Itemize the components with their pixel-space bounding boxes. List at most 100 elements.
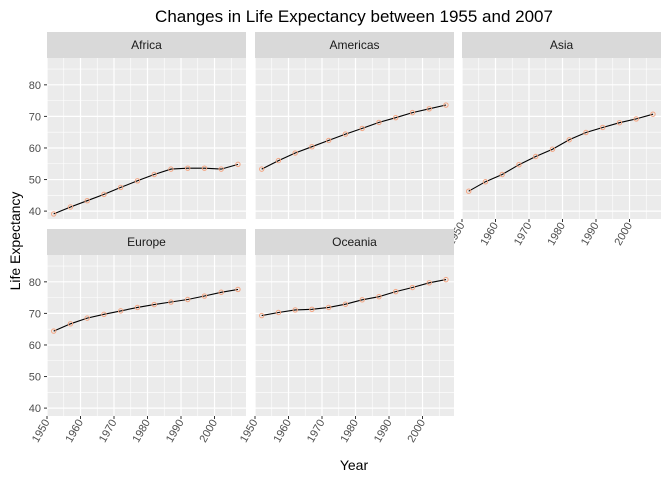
data-point <box>650 111 656 117</box>
data-point <box>499 171 505 178</box>
data-point <box>275 157 282 164</box>
panel-background <box>47 58 246 219</box>
y-tick-label: 40 <box>29 403 41 415</box>
data-point <box>516 162 522 168</box>
data-point <box>533 153 539 160</box>
data-point <box>342 301 349 307</box>
data-point <box>633 116 639 122</box>
y-tick-label: 40 <box>29 206 41 218</box>
data-point <box>118 308 124 314</box>
x-tick-label: 1960 <box>271 418 294 445</box>
y-axis-title: Life Expectancy <box>7 192 23 291</box>
data-point <box>426 106 432 112</box>
x-tick-label: 1980 <box>130 418 153 445</box>
data-point <box>583 129 589 136</box>
data-point <box>426 280 432 286</box>
strip-label: Europe <box>127 235 166 249</box>
data-point <box>292 307 298 313</box>
facet-panels: Africa 40 50 60 70 80 Americas Asia 1950 1960 1970… <box>29 32 661 445</box>
panel-background <box>47 255 246 416</box>
data-point <box>134 304 141 311</box>
data-point <box>168 299 174 305</box>
series-line <box>468 113 654 192</box>
strip-background <box>47 32 246 58</box>
series-line <box>261 104 447 170</box>
x-tick-label: 1960 <box>478 221 501 248</box>
data-point <box>84 315 90 321</box>
x-tick-label: 2000 <box>612 221 635 248</box>
facet-panel-europe: Europe 40 50 60 70 80 1950 1960 1970 1980 1990 2000 <box>29 229 246 445</box>
data-point <box>67 321 74 327</box>
data-point <box>218 166 224 172</box>
y-tick-label: 70 <box>29 308 41 320</box>
data-point <box>309 144 315 150</box>
data-point <box>443 276 449 283</box>
y-tick-label: 70 <box>29 111 41 123</box>
strip-background <box>462 32 661 58</box>
strip-background <box>47 229 246 255</box>
data-point <box>101 311 107 318</box>
series-line <box>53 163 239 215</box>
strip-label: Americas <box>329 38 379 52</box>
y-tick-label: 50 <box>29 175 41 187</box>
data-point <box>259 166 265 172</box>
series-line <box>261 279 447 317</box>
data-point <box>151 171 157 178</box>
data-point <box>326 137 332 144</box>
panel-background <box>462 58 661 219</box>
data-point <box>235 286 241 293</box>
data-point <box>51 211 57 217</box>
strip-background <box>255 229 454 255</box>
data-point <box>443 102 449 108</box>
data-point <box>309 306 315 312</box>
data-point <box>259 312 265 319</box>
x-tick-label: 1970 <box>97 418 120 445</box>
data-point <box>482 179 489 185</box>
data-point <box>201 165 208 171</box>
data-point <box>393 114 399 121</box>
data-point <box>235 161 241 168</box>
strip-label: Oceania <box>332 235 377 249</box>
data-point <box>549 146 556 152</box>
data-point <box>376 293 382 300</box>
strip-label: Africa <box>131 38 162 52</box>
x-tick-label: 1970 <box>512 221 535 248</box>
facet-panel-oceania: Oceania 1950 1960 1970 1980 1990 2000 <box>238 229 454 445</box>
y-tick-label: 80 <box>29 277 41 289</box>
strip-label: Asia <box>550 38 574 52</box>
data-point <box>168 166 174 172</box>
strip-background <box>255 32 454 58</box>
data-point <box>616 120 623 126</box>
data-point <box>67 204 74 210</box>
x-tick-label: 1950 <box>30 418 53 445</box>
data-point <box>134 178 141 184</box>
data-point <box>409 284 416 291</box>
data-point <box>393 288 399 295</box>
data-point <box>292 150 298 156</box>
x-tick-label: 1980 <box>545 221 568 248</box>
data-point <box>466 188 472 194</box>
data-point <box>151 301 157 308</box>
x-tick-label: 2000 <box>405 418 428 445</box>
x-axis-title: Year <box>340 457 369 473</box>
data-point <box>359 125 365 132</box>
panel-background <box>255 58 454 219</box>
data-point <box>201 293 208 299</box>
data-point <box>409 109 416 116</box>
series-line <box>53 288 239 332</box>
data-point <box>376 119 382 126</box>
x-tick-label: 1990 <box>372 418 395 445</box>
y-tick-label: 80 <box>29 80 41 92</box>
y-tick-label: 60 <box>29 143 41 155</box>
data-point <box>342 131 349 137</box>
data-point <box>101 191 107 198</box>
y-tick-label: 60 <box>29 340 41 352</box>
data-point <box>185 165 191 171</box>
data-point <box>218 289 224 295</box>
x-tick-label: 2000 <box>197 418 220 445</box>
x-tick-label: 1990 <box>579 221 602 248</box>
data-point <box>185 296 191 303</box>
y-tick-label: 50 <box>29 372 41 384</box>
